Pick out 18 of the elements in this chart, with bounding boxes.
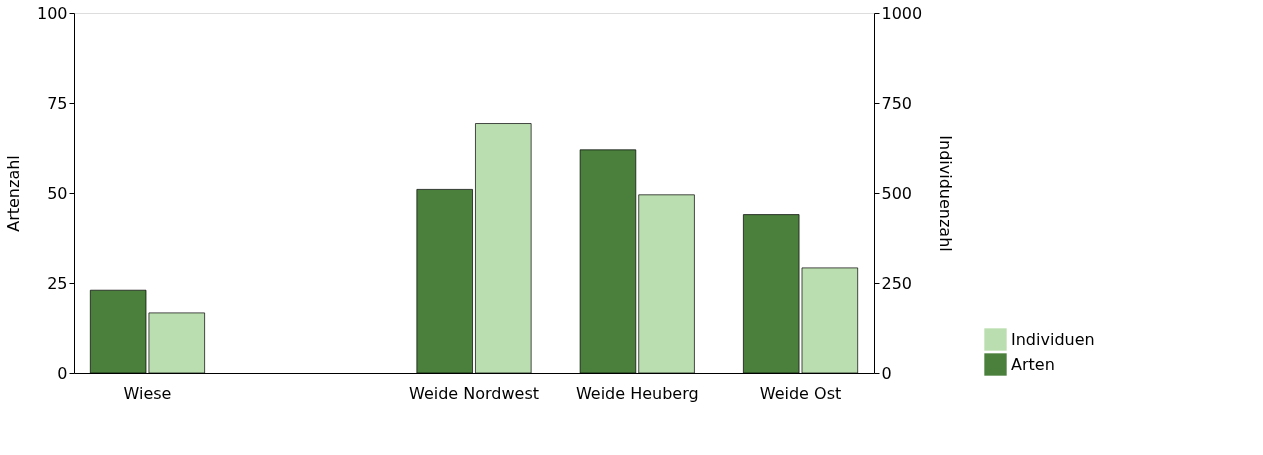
x-tick-label: Wiese (123, 383, 172, 403)
x-tick-label: Weide Heuberg (575, 383, 699, 403)
y2-tick-label: 500 (881, 183, 913, 203)
y-tick-label: 50 (47, 183, 68, 203)
y2-tick-label: 750 (881, 93, 913, 113)
y2-tick-label: 0 (881, 363, 892, 383)
x-tick-label: Weide Nordwest (408, 383, 540, 403)
y-tick-label: 0 (57, 363, 68, 383)
y-tick-label: 75 (47, 93, 68, 113)
y-axis-title: Artenzahl (3, 155, 23, 232)
y2-axis-title: Individuenzahl (936, 135, 956, 252)
y2-tick-label: 250 (881, 273, 913, 293)
y2-tick-label: 1000 (881, 3, 923, 23)
y-tick-label: 100 (36, 3, 68, 23)
y-tick-label: 25 (47, 273, 68, 293)
x-tick-label: Weide Ost (759, 383, 842, 403)
legend-label: Individuen (1011, 329, 1095, 349)
legend-label: Arten (1011, 354, 1055, 374)
